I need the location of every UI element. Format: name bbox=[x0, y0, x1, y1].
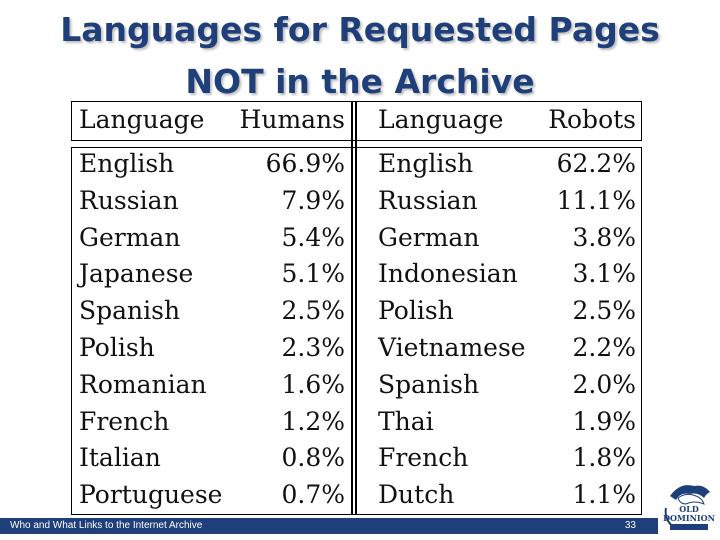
cell-language-robots: Indonesian bbox=[378, 259, 518, 289]
cell-robots-percent: 1.8% bbox=[572, 443, 636, 473]
header-robots: Robots bbox=[548, 105, 636, 134]
cell-humans-percent: 66.9% bbox=[265, 149, 345, 178]
cell-language-humans: Romanian bbox=[79, 369, 207, 399]
header-humans: Humans bbox=[239, 105, 345, 134]
cell-language-humans: Japanese bbox=[79, 259, 194, 289]
cell-robots-percent: 11.1% bbox=[556, 185, 636, 215]
cell-language-humans: German bbox=[79, 222, 181, 252]
cell-language-robots: Russian bbox=[378, 185, 478, 215]
cell-language-humans: English bbox=[79, 149, 175, 178]
table-body-box bbox=[71, 147, 642, 515]
cell-language-robots: Polish bbox=[378, 296, 454, 326]
cell-language-robots: English bbox=[378, 149, 474, 178]
cell-language-robots: Vietnamese bbox=[378, 333, 526, 362]
cell-robots-percent: 2.5% bbox=[572, 296, 636, 326]
cell-robots-percent: 2.0% bbox=[572, 369, 636, 399]
cell-humans-percent: 2.3% bbox=[281, 333, 345, 362]
cell-language-humans: Italian bbox=[79, 443, 161, 473]
cell-robots-percent: 1.9% bbox=[572, 406, 636, 436]
header-language-humans: Language bbox=[79, 105, 205, 134]
cell-robots-percent: 1.1% bbox=[572, 480, 636, 510]
svg-text:OLD: OLD bbox=[679, 504, 699, 514]
cell-humans-percent: 7.9% bbox=[281, 185, 345, 215]
cell-language-humans: Spanish bbox=[79, 296, 181, 326]
table-header-box bbox=[71, 101, 642, 141]
footer-text: Who and What Links to the Internet Archi… bbox=[10, 520, 203, 531]
cell-humans-percent: 5.4% bbox=[281, 222, 345, 252]
cell-humans-percent: 0.7% bbox=[281, 480, 345, 510]
cell-humans-percent: 5.1% bbox=[281, 259, 345, 289]
old-dominion-logo-icon: OLD DOMINION bbox=[663, 485, 715, 530]
cell-language-humans: Russian bbox=[79, 185, 179, 215]
svg-text:DOMINION: DOMINION bbox=[663, 513, 715, 523]
slide-title-line-2: NOT in the Archive bbox=[185, 62, 535, 101]
cell-humans-percent: 0.8% bbox=[281, 443, 345, 473]
header-language-robots: Language bbox=[378, 105, 504, 134]
slide-title: Languages for Requested Pages NOT in the… bbox=[0, 4, 720, 108]
cell-robots-percent: 62.2% bbox=[556, 149, 636, 178]
cell-language-humans: Polish bbox=[79, 333, 155, 362]
cell-humans-percent: 1.6% bbox=[281, 369, 345, 399]
slide-title-line-1: Languages for Requested Pages bbox=[60, 10, 660, 49]
footer-bar: Who and What Links to the Internet Archi… bbox=[0, 518, 658, 534]
cell-robots-percent: 3.1% bbox=[572, 259, 636, 289]
language-table: Language Humans Language Robots English 6… bbox=[71, 101, 642, 515]
cell-language-robots: German bbox=[378, 222, 480, 252]
page-number: 33 bbox=[624, 520, 636, 531]
cell-language-robots: Thai bbox=[378, 406, 434, 436]
cell-language-robots: Spanish bbox=[378, 369, 480, 399]
cell-humans-percent: 1.2% bbox=[281, 406, 345, 436]
cell-robots-percent: 3.8% bbox=[572, 222, 636, 252]
cell-language-humans: Portuguese bbox=[79, 480, 223, 510]
cell-language-robots: Dutch bbox=[378, 480, 455, 510]
cell-language-robots: French bbox=[378, 443, 469, 473]
cell-language-humans: French bbox=[79, 406, 170, 436]
cell-robots-percent: 2.2% bbox=[572, 333, 636, 362]
cell-humans-percent: 2.5% bbox=[281, 296, 345, 326]
